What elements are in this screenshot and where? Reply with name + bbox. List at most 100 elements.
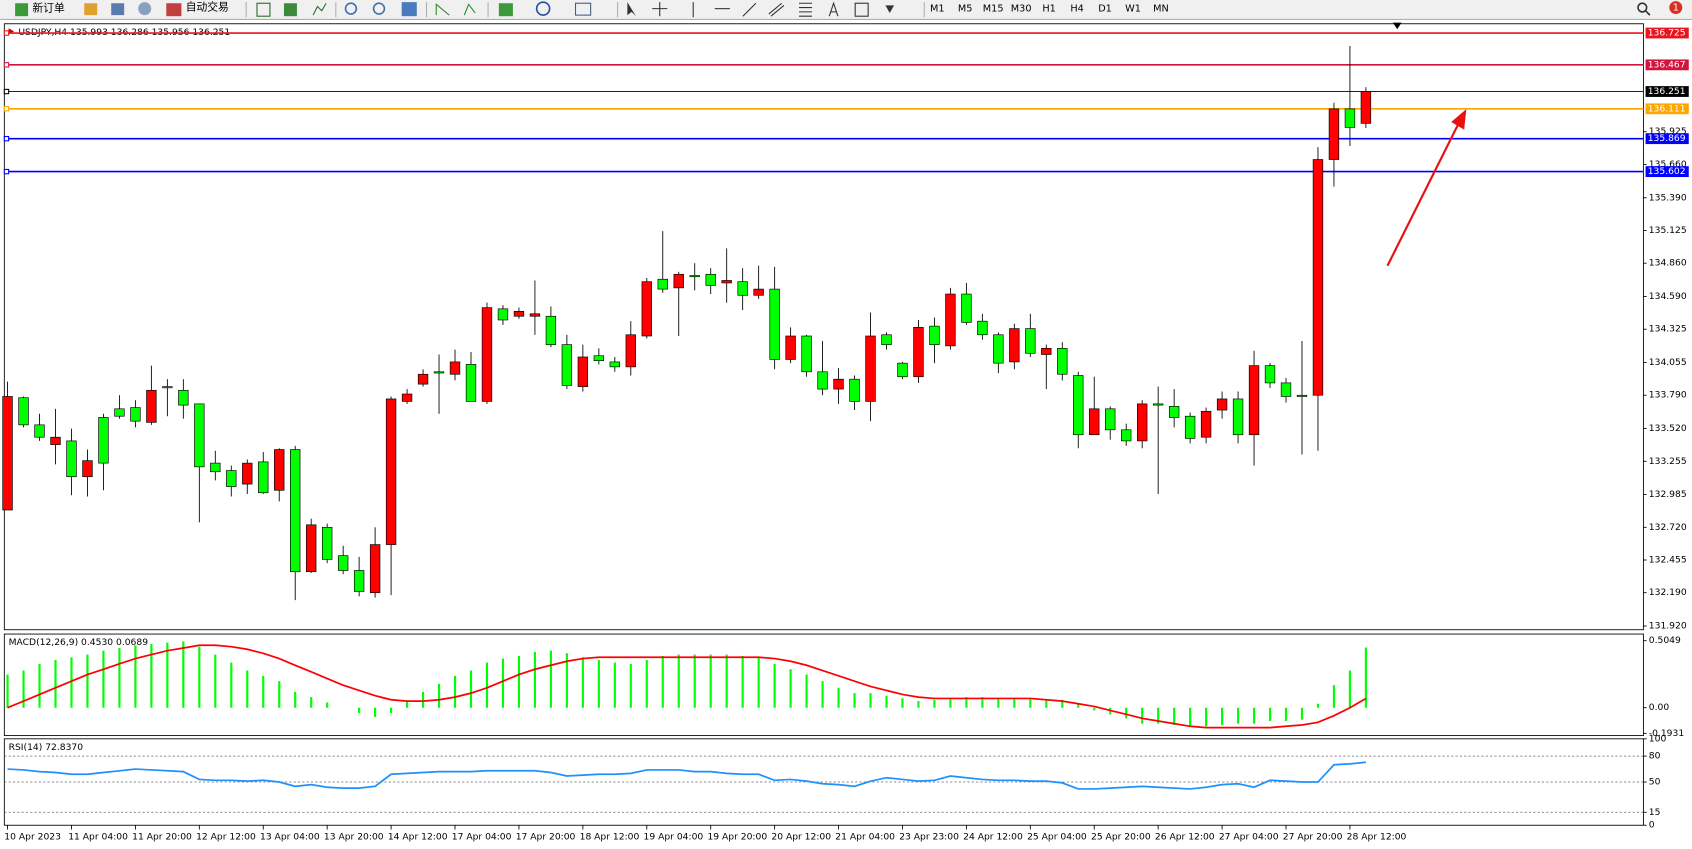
- new-order-button[interactable]: 新订单: [32, 2, 65, 15]
- auto-trading-button[interactable]: 自动交易: [186, 1, 229, 14]
- price-label-box: [1645, 103, 1689, 115]
- candle-body: [1184, 415, 1196, 439]
- main-pane: [3, 23, 1644, 631]
- candle-body: [1152, 403, 1164, 406]
- candle-body: [1073, 375, 1084, 436]
- price-label: 136.111: [1648, 103, 1686, 114]
- candle-body: [961, 293, 972, 323]
- channel-tool[interactable]: [768, 2, 785, 17]
- y-tick-label: 135.390: [1649, 192, 1687, 203]
- shift-icon[interactable]: [463, 3, 476, 16]
- toolbar-icon[interactable]: [111, 3, 125, 16]
- timeframe-button[interactable]: M15: [983, 4, 1004, 15]
- search-icon[interactable]: [1637, 2, 1648, 13]
- templates-icon[interactable]: [574, 2, 592, 16]
- new-order-icon[interactable]: [15, 3, 29, 17]
- y-tick-label: 134.590: [1649, 291, 1687, 302]
- line-chart-icon[interactable]: [312, 2, 327, 16]
- y-tick-label: 134.860: [1649, 258, 1687, 269]
- candle-body: [34, 424, 45, 438]
- candle-body: [162, 386, 173, 389]
- x-tick-label: 24 Apr 12:00: [963, 832, 1023, 843]
- x-tick-label: 27 Apr 20:00: [1283, 832, 1343, 843]
- candle-body: [705, 273, 716, 286]
- timeframe-button[interactable]: H4: [1070, 4, 1083, 15]
- x-tick-label: 14 Apr 12:00: [388, 832, 448, 843]
- y-tick-label: 132.455: [1649, 554, 1687, 565]
- candle-body: [737, 281, 748, 296]
- candle-body: [689, 275, 700, 278]
- candle-body: [945, 293, 956, 347]
- macd-pane: [3, 633, 1644, 737]
- bar-chart-icon[interactable]: [256, 2, 271, 17]
- x-tick-label: 26 Apr 12:00: [1155, 832, 1215, 843]
- candle-body: [881, 334, 892, 345]
- timeframe-button[interactable]: H1: [1042, 4, 1055, 15]
- candle-body: [497, 308, 509, 321]
- timeframe-button[interactable]: W1: [1125, 4, 1141, 15]
- y-tick-label: 132.190: [1649, 587, 1687, 598]
- notification-badge[interactable]: [1669, 1, 1683, 15]
- price-line-anchor: [3, 88, 10, 95]
- candle-body: [1328, 108, 1340, 160]
- tile-icon[interactable]: [401, 2, 417, 17]
- indicator-line: [7, 644, 1367, 729]
- candle-chart-icon[interactable]: [283, 3, 297, 17]
- text-tool[interactable]: [828, 1, 839, 17]
- scroll-icon[interactable]: [435, 3, 450, 16]
- y-tick-label: 135.125: [1649, 225, 1687, 236]
- x-tick-label: 25 Apr 20:00: [1091, 832, 1151, 843]
- candle-body: [18, 397, 29, 426]
- candle-body: [242, 462, 253, 485]
- indicators-icon[interactable]: [498, 3, 513, 17]
- price-label: 136.467: [1648, 59, 1686, 70]
- y-tick-label: 132.985: [1649, 489, 1687, 500]
- candle-body: [1232, 398, 1244, 436]
- candle-body: [721, 280, 732, 284]
- candle-body: [1216, 398, 1228, 411]
- x-tick-label: 20 Apr 12:00: [771, 832, 831, 843]
- candle-body: [50, 436, 61, 445]
- y-tick-label: 133.520: [1649, 423, 1687, 434]
- cursor-tool[interactable]: [627, 2, 636, 17]
- toolbar-bg: [0, 0, 1692, 20]
- indicator-line: [7, 761, 1366, 790]
- y-tick-label: 0.5049: [1649, 635, 1681, 646]
- candle-body: [801, 335, 812, 373]
- arrow-shaft: [1386, 120, 1461, 267]
- arrows-tool[interactable]: [885, 5, 895, 13]
- timeframe-button[interactable]: M30: [1011, 4, 1032, 15]
- timeframe-button[interactable]: M1: [930, 4, 945, 15]
- candle-body: [1041, 348, 1052, 355]
- zoom-out-icon[interactable]: [372, 2, 386, 15]
- toolbar-icon[interactable]: [84, 3, 98, 16]
- search-icon-handle: [1644, 10, 1651, 16]
- label-tool[interactable]: [854, 2, 869, 17]
- crosshair-tool[interactable]: [652, 2, 668, 17]
- candle-body: [1009, 328, 1020, 363]
- price-line-anchor: [3, 30, 10, 36]
- timeframe-button[interactable]: D1: [1098, 4, 1112, 15]
- trendline-tool[interactable]: [742, 2, 757, 17]
- x-tick-label: 27 Apr 04:00: [1219, 832, 1279, 843]
- candle-body: [226, 470, 237, 487]
- price-label-box: [1645, 166, 1689, 178]
- x-tick-label: 18 Apr 12:00: [580, 832, 640, 843]
- zoom-in-icon[interactable]: [344, 2, 358, 15]
- candle-body: [529, 313, 541, 317]
- candle-body: [769, 288, 780, 360]
- x-tick-label: 28 Apr 12:00: [1347, 832, 1407, 843]
- candle-body: [577, 356, 589, 387]
- periods-icon[interactable]: [535, 1, 551, 16]
- y-tick-label: 133.790: [1649, 390, 1687, 401]
- auto-trading-icon[interactable]: [166, 3, 182, 17]
- candle-body: [1168, 406, 1180, 418]
- candle-body: [897, 362, 908, 378]
- timeframe-button[interactable]: MN: [1153, 4, 1169, 15]
- price-line-anchor: [3, 168, 10, 175]
- timeframe-button[interactable]: M5: [958, 4, 973, 15]
- toolbar-icon[interactable]: [138, 2, 152, 16]
- fibo-tool[interactable]: [799, 2, 812, 17]
- y-tick-label: 131.920: [1649, 621, 1687, 632]
- candle-body: [609, 361, 621, 368]
